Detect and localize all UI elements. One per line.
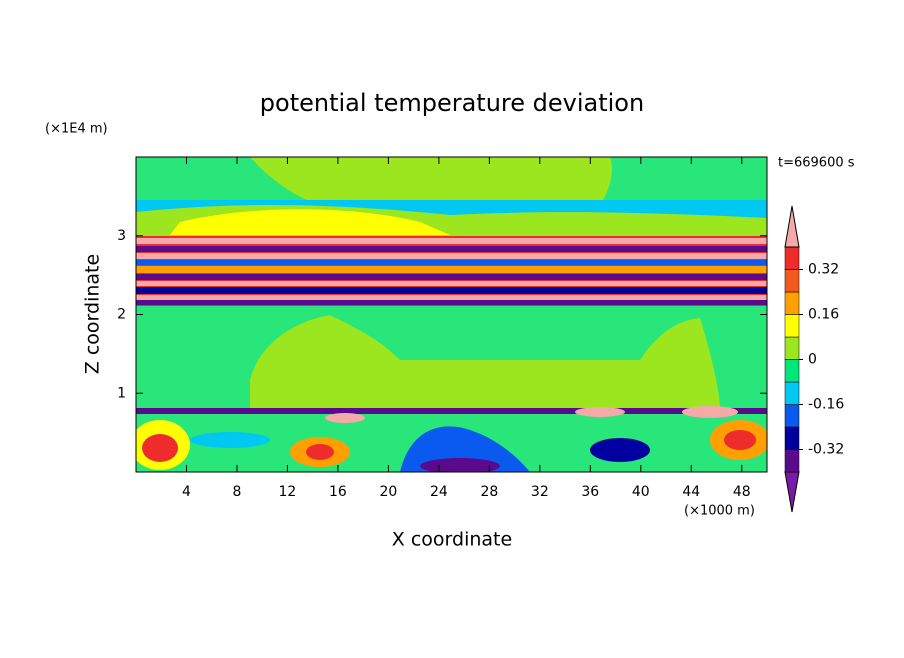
colorbar-tick-label: 0.16 [808, 307, 839, 323]
x-axis-label: X coordinate [392, 529, 512, 551]
y-axis-label: Z coordinate [82, 254, 104, 374]
colorbar-band [784, 404, 800, 428]
y-tick-label: 2 [117, 307, 126, 323]
x-tick-label: 40 [632, 484, 650, 500]
colorbar-band [784, 359, 800, 383]
colorbar-tick-label: 0 [808, 352, 817, 368]
colorbar-extend-low [784, 471, 800, 513]
x-tick-label: 44 [682, 484, 700, 500]
x-tick-label: 48 [733, 484, 751, 500]
colorbar-band [784, 426, 800, 450]
x-unit: (×1000 m) [684, 504, 755, 519]
colorbar-band [784, 336, 800, 360]
x-tick-label: 12 [279, 484, 297, 500]
x-tick-label: 24 [430, 484, 448, 500]
colorbar-band [784, 291, 800, 315]
x-tick-label: 20 [379, 484, 397, 500]
annotation: t=669600 s [778, 156, 855, 171]
colorbar-tick-label: -0.32 [808, 442, 844, 458]
chart-title: potential temperature deviation [260, 89, 644, 117]
colorbar-band [784, 381, 800, 405]
y-unit: (×1E4 m) [45, 122, 108, 137]
colorbar-tick-label: -0.16 [808, 397, 844, 413]
colorbar-band [784, 269, 800, 293]
x-tick-label: 8 [232, 484, 241, 500]
x-tick-label: 4 [182, 484, 191, 500]
colorbar-band [784, 314, 800, 338]
colorbar-band [784, 246, 800, 270]
y-tick-label: 3 [117, 228, 126, 244]
colorbar-tick-label: 0.32 [808, 262, 839, 278]
x-tick-label: 32 [531, 484, 549, 500]
x-tick-label: 28 [480, 484, 498, 500]
x-tick-label: 16 [329, 484, 347, 500]
y-tick-label: 1 [117, 385, 126, 401]
colorbar-band [784, 449, 800, 473]
contour-field [136, 157, 767, 472]
colorbar-extend-high [784, 205, 800, 248]
x-tick-label: 36 [581, 484, 599, 500]
